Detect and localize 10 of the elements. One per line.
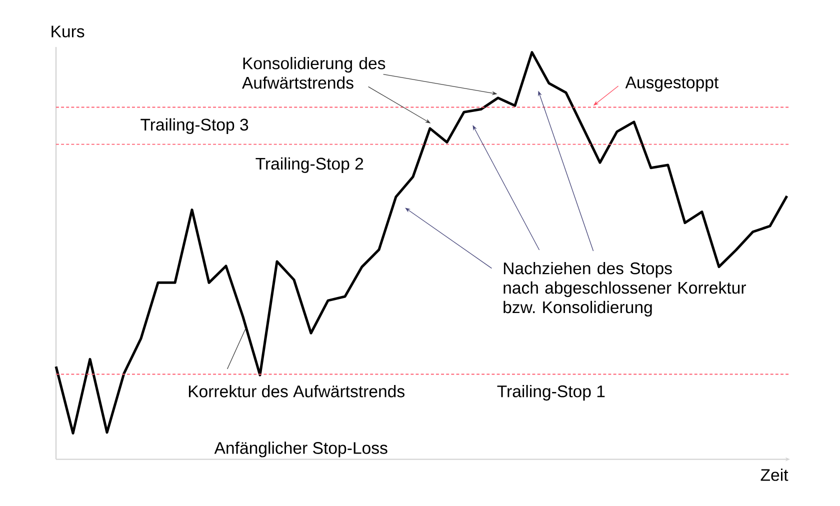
annotation: Konsolidierung des Aufwärtstrends bbox=[242, 56, 386, 89]
ref-line-label: Trailing-Stop 3 bbox=[140, 118, 248, 134]
annotation: Korrektur des Aufwärtstrends bbox=[188, 385, 404, 398]
annotation: Anfänglicher Stop-Loss bbox=[214, 442, 388, 458]
x-axis-title: Zeit bbox=[760, 468, 788, 481]
annotation: Nachziehen des Stops nach abgeschlossener Korrektur bzw. Konsolidierung bbox=[504, 262, 746, 317]
y-axis-title: Kurs bbox=[52, 26, 84, 38]
ref-line-label: Trailing-Stop 2 bbox=[256, 157, 364, 173]
ref-line-label: Trailing-Stop 1 bbox=[497, 384, 605, 401]
annotation: Ausgestoppt bbox=[625, 76, 719, 92]
